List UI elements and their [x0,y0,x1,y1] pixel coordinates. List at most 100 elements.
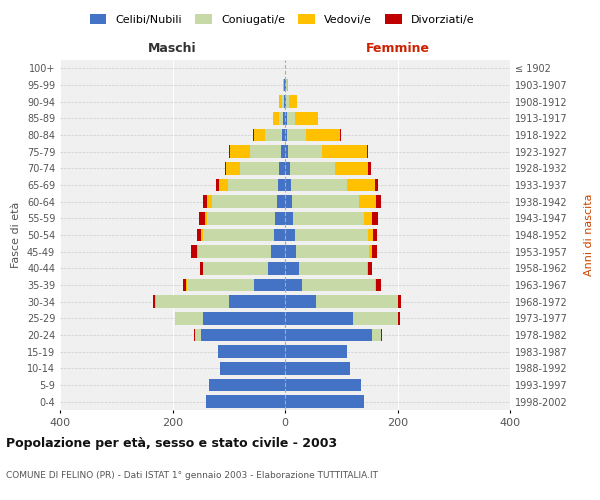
Bar [229,146,230,158]
Bar [279,112,283,124]
Bar [230,146,250,158]
Bar [296,246,370,258]
Bar [398,312,400,324]
Bar [199,212,205,224]
Bar [285,312,353,324]
Bar [302,279,375,291]
Bar [281,96,284,108]
Bar [183,279,186,291]
Bar [254,129,265,141]
Bar [282,129,285,141]
Bar [285,279,302,291]
Bar [209,379,285,391]
Bar [285,362,350,374]
Bar [253,129,254,141]
Bar [273,112,279,124]
Bar [372,329,380,341]
Bar [277,196,285,208]
Bar [219,179,227,192]
Bar [201,229,203,241]
Bar [375,279,376,291]
Bar [279,96,281,108]
Bar [205,212,208,224]
Bar [203,262,268,274]
Bar [281,146,285,158]
Bar [208,212,275,224]
Bar [347,179,375,192]
Legend: Celibi/Nubili, Coniugati/e, Vedovi/e, Divorziati/e: Celibi/Nubili, Coniugati/e, Vedovi/e, Di… [86,10,478,28]
Bar [240,162,280,174]
Bar [271,246,285,258]
Bar [153,296,155,308]
Bar [293,212,364,224]
Bar [206,396,285,408]
Bar [187,279,254,291]
Bar [227,179,278,192]
Bar [175,312,203,324]
Bar [217,179,219,192]
Bar [275,212,285,224]
Bar [198,246,271,258]
Bar [285,162,290,174]
Bar [268,262,285,274]
Bar [265,129,282,141]
Bar [372,246,377,258]
Bar [285,396,364,408]
Bar [368,162,371,174]
Bar [286,79,287,92]
Bar [283,112,285,124]
Bar [359,196,376,208]
Bar [197,229,201,241]
Bar [376,279,380,291]
Bar [370,246,372,258]
Bar [287,112,295,124]
Bar [285,146,288,158]
Bar [203,229,274,241]
Bar [285,262,299,274]
Bar [225,162,226,174]
Bar [208,196,212,208]
Bar [203,312,285,324]
Text: COMUNE DI FELINO (PR) - Dati ISTAT 1° gennaio 2003 - Elaborazione TUTTITALIA.IT: COMUNE DI FELINO (PR) - Dati ISTAT 1° ge… [6,471,378,480]
Bar [292,196,359,208]
Bar [285,379,361,391]
Bar [155,296,229,308]
Bar [226,162,240,174]
Bar [289,96,298,108]
Bar [290,162,335,174]
Bar [200,262,203,274]
Bar [290,179,347,192]
Bar [295,112,317,124]
Bar [278,179,285,192]
Bar [229,296,285,308]
Bar [288,146,322,158]
Bar [200,329,285,341]
Bar [280,162,285,174]
Text: Femmine: Femmine [365,42,430,55]
Bar [285,96,286,108]
Y-axis label: Anni di nascita: Anni di nascita [584,194,595,276]
Bar [285,212,293,224]
Bar [373,229,377,241]
Bar [220,362,285,374]
Text: Popolazione per età, sesso e stato civile - 2003: Popolazione per età, sesso e stato civil… [6,437,337,450]
Bar [250,146,281,158]
Bar [287,79,289,92]
Bar [285,196,292,208]
Bar [285,346,347,358]
Bar [285,179,290,192]
Bar [285,246,296,258]
Bar [212,196,277,208]
Bar [284,96,285,108]
Bar [376,196,380,208]
Bar [285,296,316,308]
Bar [299,262,367,274]
Text: Maschi: Maschi [148,42,197,55]
Bar [285,112,287,124]
Bar [322,146,367,158]
Bar [372,212,378,224]
Bar [287,129,307,141]
Bar [367,146,368,158]
Bar [285,229,295,241]
Bar [367,262,368,274]
